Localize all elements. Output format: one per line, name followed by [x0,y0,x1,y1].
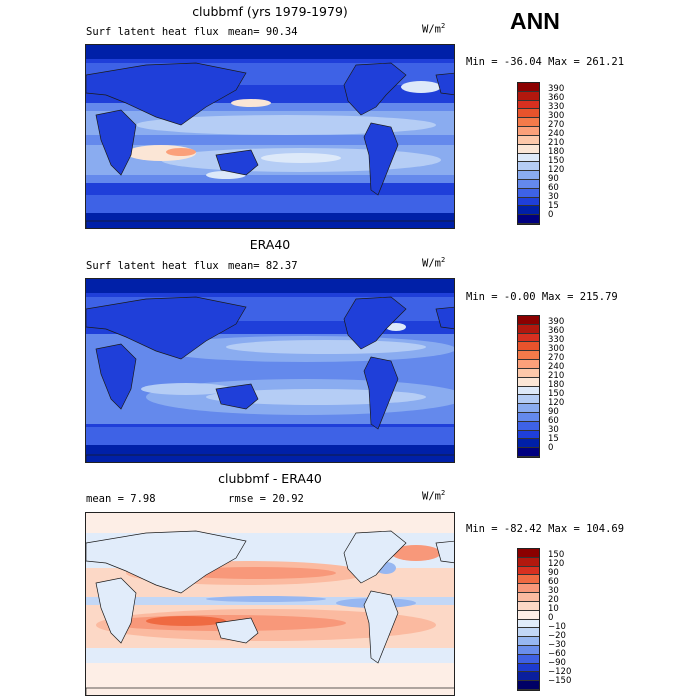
colorbar-tick-label: 300 [548,344,565,354]
colorbar-tick-label: −10 [548,622,566,632]
panel1-map [85,44,455,229]
colorbar-tick-label: 240 [548,362,565,372]
colorbar-tick-label: 20 [548,595,559,605]
colorbar-tick-label: −90 [548,658,566,668]
colorbar-tick-label: 90 [548,174,559,184]
colorbar-tick-label: 360 [548,93,565,103]
season-label: ANN [510,8,560,34]
colorbar-tick-label: −120 [548,667,572,677]
panel3-min-max: Min = -82.42 Max = 104.69 [466,523,625,535]
colorbar-tick-label: 10 [548,604,559,614]
colorbar-tick-label: 330 [548,335,565,345]
colorbar-tick-label: 30 [548,425,559,435]
colorbar-tick-label: 30 [548,192,559,202]
colorbar-tick-label: 390 [548,84,565,94]
colorbar-tick-label: 180 [548,380,565,390]
colorbar-tick-label: 150 [548,550,565,560]
panel2-field-label: Surf latent heat flux [86,260,219,272]
panel1-colorbar [517,82,540,225]
colorbar-tick-label: 0 [548,613,554,623]
colorbar-tick-label: 60 [548,416,559,426]
colorbar-tick-label: 15 [548,434,559,444]
colorbar-tick-label: 270 [548,120,565,130]
panel3-colorbar [517,548,540,691]
colorbar-tick-label: −60 [548,649,566,659]
colorbar-tick-label: 90 [548,568,559,578]
colorbar-tick-label: 300 [548,111,565,121]
colorbar-tick-label: 360 [548,326,565,336]
panel2-map-svg [86,279,454,462]
colorbar-tick-label: 270 [548,353,565,363]
colorbar-tick-label: 330 [548,102,565,112]
colorbar-tick-label: 180 [548,147,565,157]
colorbar-tick-label: 60 [548,183,559,193]
colorbar-tick-label: −150 [548,676,572,686]
panel1-min-max: Min = -36.04 Max = 261.21 [466,56,625,68]
panel2-min-max: Min = -0.00 Max = 215.79 [466,291,618,303]
colorbar-tick-label: 120 [548,559,565,569]
panel1-title: clubbmf (yrs 1979-1979) [192,4,348,19]
panel2-map [85,278,455,463]
panel1-units: W/m2 [422,22,446,36]
colorbar-tick-label: 120 [548,165,565,175]
panel3-map [85,512,455,696]
colorbar-tick-label: 0 [548,210,554,220]
colorbar-tick-label: −30 [548,640,566,650]
panel1-mean: mean= 90.34 [228,26,298,38]
panel2-colorbar [517,315,540,458]
panel2-title: ERA40 [249,237,291,252]
colorbar-tick-label: 30 [548,586,559,596]
colorbar-tick-label: −20 [548,631,566,641]
panel3-units: W/m2 [422,489,446,503]
colorbar-tick-label: 150 [548,389,565,399]
colorbar-tick-label: 120 [548,398,565,408]
panel3-mean: mean = 7.98 [86,493,156,505]
panel2-units: W/m2 [422,256,446,270]
colorbar-tick-label: 390 [548,317,565,327]
colorbar-tick-label: 0 [548,443,554,453]
colorbar-tick-label: 15 [548,201,559,211]
panel2-mean: mean= 82.37 [228,260,298,272]
colorbar-tick-label: 90 [548,407,559,417]
colorbar-tick-label: 150 [548,156,565,166]
colorbar-tick-label: 210 [548,138,565,148]
panel1-field-label: Surf latent heat flux [86,26,219,38]
panel3-rmse: rmse = 20.92 [228,493,304,505]
panel1-map-svg [86,45,454,228]
colorbar-tick-label: 60 [548,577,559,587]
colorbar-tick-label: 240 [548,129,565,139]
panel3-title: clubbmf - ERA40 [218,471,322,486]
colorbar-tick-label: 210 [548,371,565,381]
panel3-map-svg [86,513,454,695]
